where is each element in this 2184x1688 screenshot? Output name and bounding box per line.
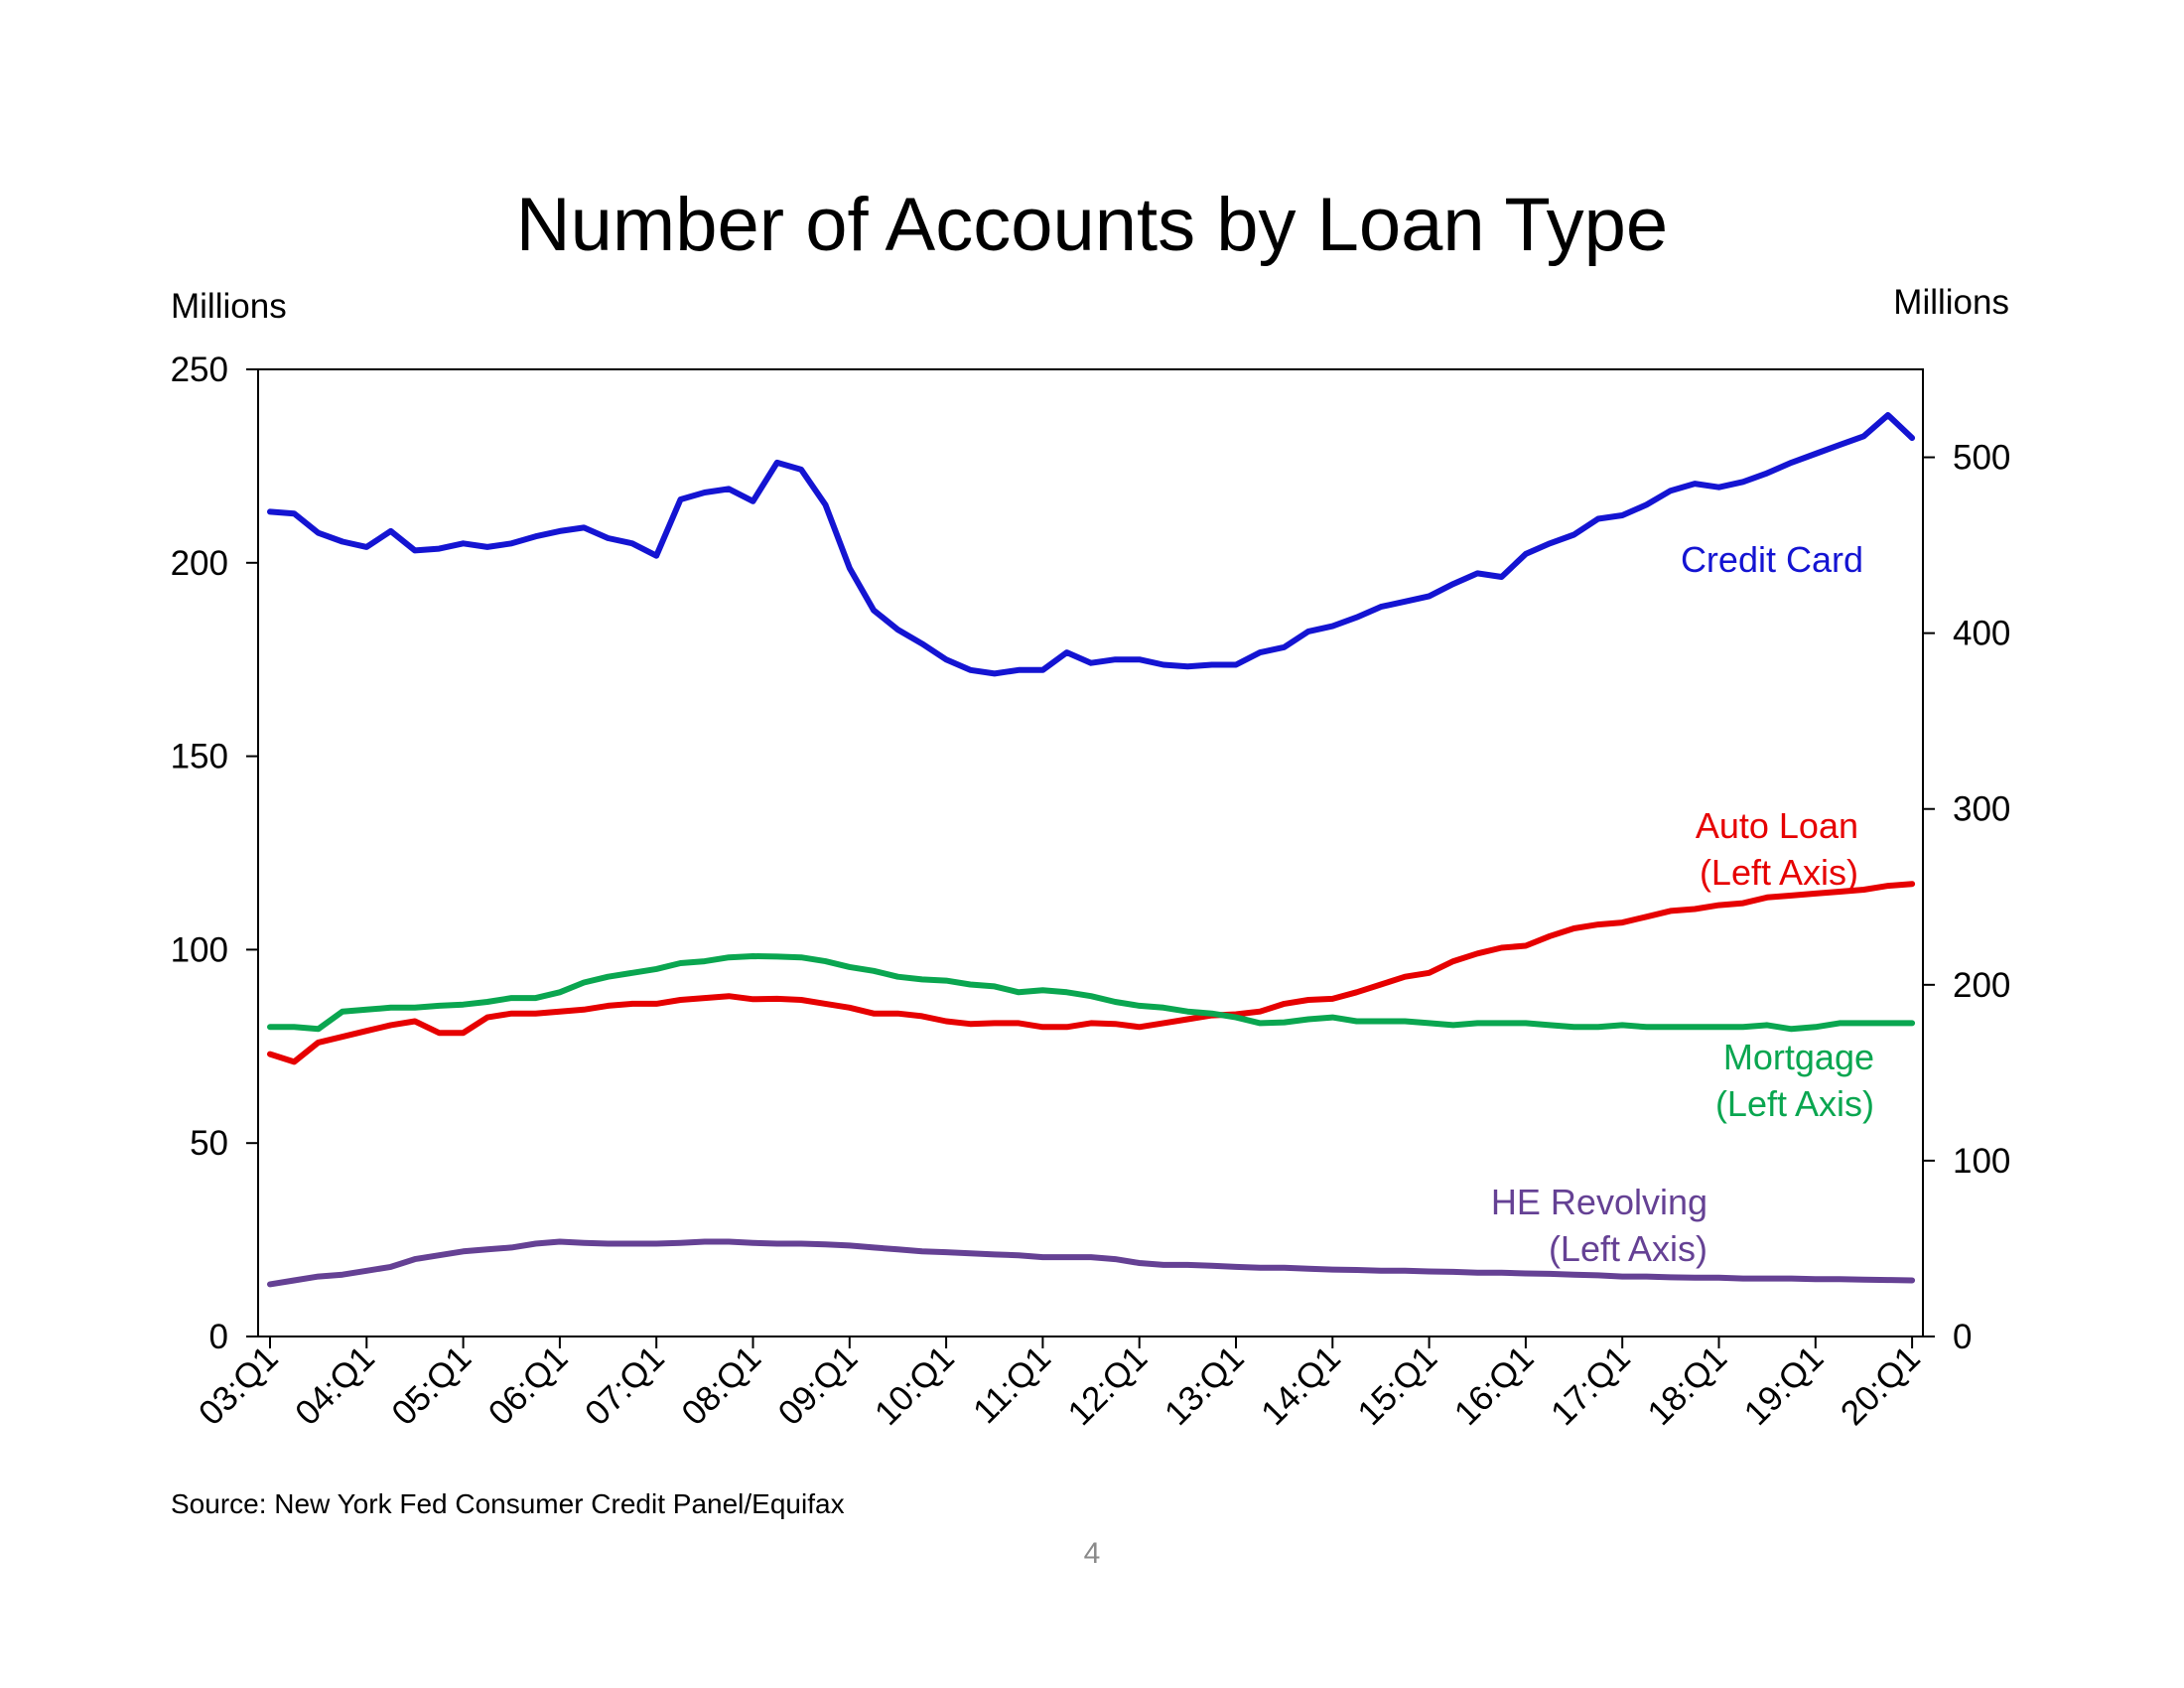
x-axis: 03:Q1 04:Q1 05:Q1 06:Q1 07:Q1 08:Q1 09:Q1 10:Q1… bbox=[192, 1336, 1928, 1433]
left-axis: 0 50 100 150 200 250 bbox=[171, 351, 258, 1356]
series-line-auto-loan bbox=[267, 881, 1916, 1065]
series-label-auto-loan: (Left Axis) bbox=[1700, 852, 1858, 893]
x-tick-label: 14:Q1 bbox=[1254, 1338, 1348, 1433]
series-label-he-revolving: (Left Axis) bbox=[1549, 1228, 1707, 1269]
series-label-mortgage: Mortgage bbox=[1723, 1037, 1874, 1077]
source-note: Source: New York Fed Consumer Credit Pan… bbox=[171, 1488, 845, 1519]
left-tick-label: 100 bbox=[171, 930, 228, 969]
right-tick-label: 100 bbox=[1953, 1142, 2010, 1181]
right-tick-label: 500 bbox=[1953, 439, 2010, 478]
right-tick-label: 200 bbox=[1953, 966, 2010, 1005]
series-line-he-revolving bbox=[267, 1238, 1916, 1288]
x-tick-label: 18:Q1 bbox=[1640, 1338, 1734, 1433]
series-label-auto-loan: Auto Loan bbox=[1696, 805, 1858, 846]
right-tick-label: 400 bbox=[1953, 615, 2010, 653]
left-axis-unit: Millions bbox=[171, 287, 287, 326]
x-tick-label: 10:Q1 bbox=[868, 1338, 962, 1433]
x-tick-label: 04:Q1 bbox=[288, 1338, 382, 1433]
right-axis: 0 100 200 300 400 500 bbox=[1923, 439, 2010, 1356]
x-tick-label: 08:Q1 bbox=[674, 1338, 768, 1433]
left-tick-label: 0 bbox=[209, 1318, 228, 1356]
x-tick-label: 13:Q1 bbox=[1158, 1338, 1252, 1433]
x-tick-label: 11:Q1 bbox=[966, 1338, 1058, 1431]
x-tick-label: 15:Q1 bbox=[1350, 1338, 1444, 1433]
x-tick-label: 12:Q1 bbox=[1060, 1338, 1155, 1433]
series-labels: Credit Card Auto Loan (Left Axis) Mortgage (… bbox=[1491, 539, 1874, 1269]
series-line-mortgage bbox=[267, 953, 1916, 1033]
series-label-mortgage: (Left Axis) bbox=[1715, 1083, 1874, 1124]
x-tick-label: 03:Q1 bbox=[192, 1338, 286, 1433]
x-tick-label: 07:Q1 bbox=[578, 1338, 672, 1433]
series-line-credit-card bbox=[267, 412, 1916, 677]
x-tick-label: 06:Q1 bbox=[481, 1338, 576, 1433]
right-tick-label: 300 bbox=[1953, 790, 2010, 829]
left-tick-label: 50 bbox=[190, 1124, 228, 1163]
left-tick-label: 150 bbox=[171, 738, 228, 776]
x-tick-label: 17:Q1 bbox=[1544, 1338, 1638, 1433]
series-group bbox=[267, 412, 1916, 1288]
page-number: 4 bbox=[1084, 1537, 1101, 1570]
left-tick-label: 200 bbox=[171, 544, 228, 583]
x-tick-label: 19:Q1 bbox=[1736, 1338, 1831, 1433]
x-tick-label: 20:Q1 bbox=[1834, 1338, 1928, 1433]
series-label-he-revolving: HE Revolving bbox=[1491, 1182, 1707, 1222]
x-tick-label: 09:Q1 bbox=[770, 1338, 865, 1433]
series-label-credit-card: Credit Card bbox=[1681, 539, 1863, 580]
plot-area bbox=[257, 368, 1924, 1337]
right-axis-unit: Millions bbox=[1893, 283, 2009, 322]
right-tick-label: 0 bbox=[1953, 1318, 1972, 1356]
x-tick-label: 05:Q1 bbox=[384, 1338, 478, 1433]
x-tick-label: 16:Q1 bbox=[1447, 1338, 1542, 1433]
chart-title: Number of Accounts by Loan Type bbox=[516, 183, 1668, 267]
left-tick-label: 250 bbox=[171, 351, 228, 389]
